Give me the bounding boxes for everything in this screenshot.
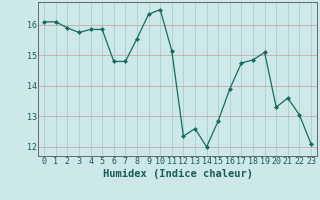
X-axis label: Humidex (Indice chaleur): Humidex (Indice chaleur)	[103, 169, 252, 179]
